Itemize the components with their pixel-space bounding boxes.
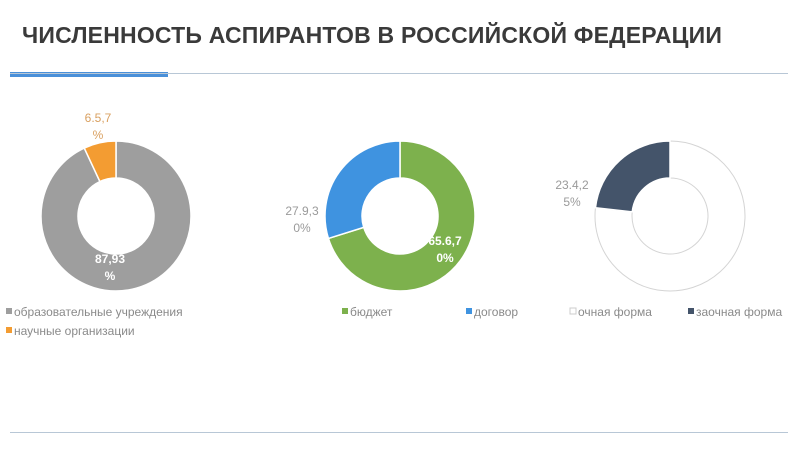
donut-segment-2-1 [594, 140, 671, 213]
donut-chart-study-form: 23.4,2 5% очная форма заочная форма [555, 140, 782, 319]
legend-label-0-0: образовательные учреждения [14, 305, 183, 319]
legend-label-2-1: заочная форма [696, 305, 782, 319]
data-label-0-0: % [105, 269, 116, 283]
legend-swatch-1-1 [466, 308, 472, 314]
data-label-0-1: % [93, 128, 104, 142]
data-label-0-1: 6.5,7 [85, 111, 112, 125]
data-label-1-0: 65.6,7 [428, 234, 462, 248]
donut-segment-0-1 [83, 140, 117, 183]
legend-label-1-1: договор [474, 305, 518, 319]
legend-label-2-0: очная форма [578, 305, 652, 319]
donut-chart-institutions: 87,93% 6.5,7% образовательные учреждения на… [6, 111, 192, 338]
title-accent-bar [10, 72, 168, 77]
data-label-1-1: 0% [293, 221, 311, 235]
legend-swatch-0-0 [6, 308, 12, 314]
donut-segment-0-0 [40, 140, 192, 292]
legend-swatch-2-0 [569, 307, 577, 315]
legend-swatch-0-1 [6, 327, 12, 333]
donut-segment-2-0 [594, 140, 746, 292]
data-label-2-1: 23.4,2 [555, 178, 589, 192]
legend-label-0-1: научные организации [14, 324, 135, 338]
data-label-1-0: 0% [436, 251, 454, 265]
footer-divider [10, 432, 788, 433]
title-divider [10, 73, 788, 74]
donut-segment-1-1 [324, 140, 401, 240]
legend-label-1-0: бюджет [350, 305, 393, 319]
legend-swatch-2-1 [688, 308, 694, 314]
legend-swatch-1-0 [342, 308, 348, 314]
page-title: ЧИСЛЕННОСТЬ АСПИРАНТОВ В РОССИЙСКОЙ ФЕДЕ… [22, 22, 723, 48]
donut-segment-1-0 [327, 140, 476, 292]
data-label-2-1: 5% [563, 195, 581, 209]
donut-chart-funding: 65.6,7 0% 27.9,3 0% бюджет договор [285, 140, 518, 319]
data-label-1-1: 27.9,3 [285, 204, 319, 218]
data-label-0-0: 87,93 [95, 252, 125, 266]
